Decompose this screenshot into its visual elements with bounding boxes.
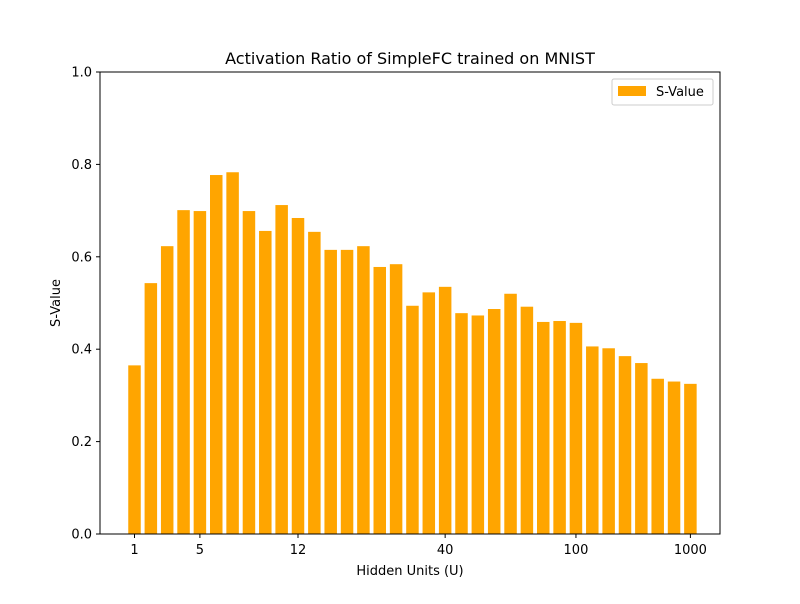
bar [667, 381, 681, 534]
x-tick-label: 40 [437, 543, 454, 558]
legend-frame [611, 78, 714, 106]
bar [455, 313, 468, 534]
x-tick-label: 12 [290, 543, 307, 558]
plot-frame [99, 71, 721, 535]
x-tick-label: 100 [564, 543, 589, 558]
bar [177, 210, 190, 534]
bar [504, 293, 517, 534]
bar [553, 321, 566, 534]
y-tick-label: 0.8 [71, 158, 92, 173]
bar [242, 211, 256, 534]
bar [226, 172, 239, 534]
x-tick-label: 5 [196, 543, 204, 558]
y-axis-label: S-Value [49, 279, 64, 327]
bar [520, 306, 534, 534]
y-tick-label: 0.6 [71, 250, 92, 265]
bar [684, 383, 697, 534]
bars-layer [128, 172, 697, 535]
legend-swatch [618, 86, 646, 96]
legend-entry-label: S-Value [656, 85, 704, 100]
y-tick-label: 0.4 [71, 343, 92, 358]
x-tick-label: 1 [130, 543, 138, 558]
bar [193, 211, 207, 534]
bar [602, 348, 615, 534]
bar [144, 283, 158, 534]
bar [651, 378, 664, 534]
bar [635, 363, 648, 534]
x-axis-label: Hidden Units (U) [356, 564, 463, 579]
bar [586, 346, 599, 534]
y-tick-label: 0.0 [71, 528, 92, 543]
bar [569, 322, 583, 534]
bar [357, 246, 370, 535]
bar [438, 286, 452, 534]
bar [275, 205, 288, 534]
bar [308, 231, 321, 534]
bar [291, 217, 305, 535]
y-axis: 0.0 0.2 0.4 0.6 0.8 1.0 [71, 66, 100, 543]
bar [422, 292, 436, 534]
legend: S-Value [611, 78, 714, 106]
bar [324, 249, 337, 534]
bar [406, 305, 419, 534]
x-tick-label: 1000 [674, 543, 707, 558]
bar [128, 365, 141, 534]
y-tick-label: 0.2 [71, 435, 92, 450]
bar [471, 315, 485, 534]
x-axis: 1 5 12 40 100 1000 [130, 534, 707, 558]
bar [618, 356, 632, 534]
bar [389, 264, 403, 534]
bar [373, 266, 386, 534]
bar [340, 249, 354, 534]
chart-title: Activation Ratio of SimpleFC trained on … [225, 49, 595, 68]
bar [160, 246, 174, 535]
bar [487, 309, 501, 534]
bar [537, 321, 550, 534]
bar [210, 175, 223, 534]
bar [259, 230, 272, 534]
y-tick-label: 1.0 [71, 66, 92, 81]
